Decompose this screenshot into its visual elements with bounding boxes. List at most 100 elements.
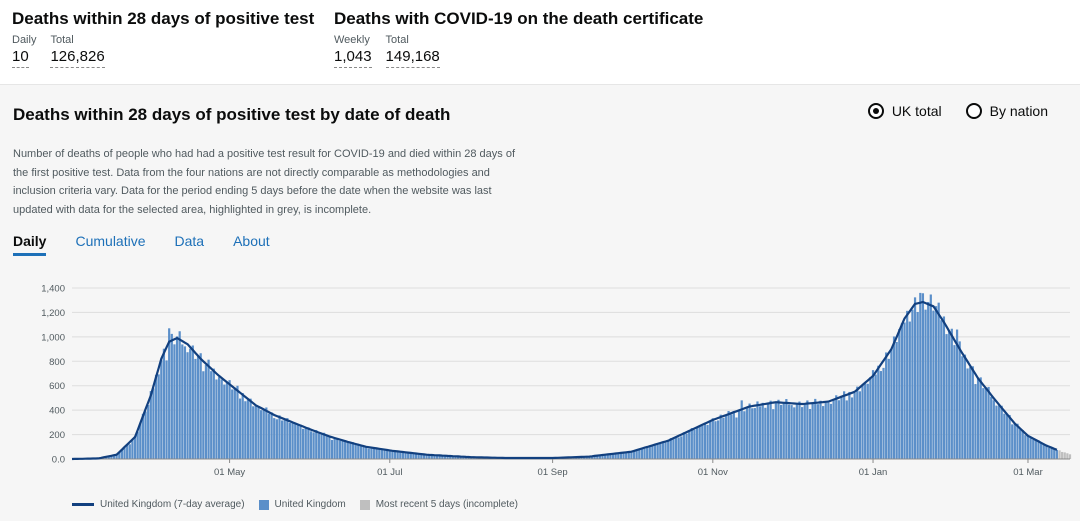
bar[interactable] bbox=[929, 294, 932, 459]
bar[interactable] bbox=[1034, 439, 1037, 459]
bar[interactable] bbox=[349, 443, 352, 459]
radio-uk-total[interactable]: UK total bbox=[867, 103, 942, 119]
bar[interactable] bbox=[299, 424, 302, 459]
bar[interactable] bbox=[1005, 414, 1009, 459]
bar[interactable] bbox=[840, 395, 843, 459]
bar[interactable] bbox=[585, 456, 588, 459]
bar[interactable] bbox=[375, 448, 378, 459]
bar[interactable] bbox=[435, 455, 439, 459]
bar[interactable] bbox=[843, 391, 846, 459]
bar[interactable] bbox=[719, 414, 722, 459]
bar[interactable] bbox=[740, 400, 743, 459]
bar[interactable] bbox=[1016, 423, 1019, 459]
bar[interactable] bbox=[383, 449, 386, 459]
bar[interactable] bbox=[958, 341, 961, 459]
bar[interactable] bbox=[391, 450, 394, 459]
bar[interactable] bbox=[688, 430, 691, 459]
bar[interactable] bbox=[270, 412, 273, 459]
bar[interactable] bbox=[420, 454, 423, 459]
bar[interactable] bbox=[386, 450, 389, 459]
bar[interactable] bbox=[942, 316, 946, 459]
bar[interactable] bbox=[196, 355, 200, 459]
bar[interactable] bbox=[281, 420, 284, 459]
bar[interactable] bbox=[913, 297, 917, 459]
bar[interactable] bbox=[120, 449, 124, 459]
bar[interactable] bbox=[801, 407, 804, 459]
bar[interactable] bbox=[871, 370, 875, 459]
metric-value[interactable]: 10 bbox=[12, 48, 29, 68]
bar[interactable] bbox=[795, 404, 798, 459]
metric-value[interactable]: 149,168 bbox=[385, 48, 440, 68]
bar[interactable] bbox=[338, 440, 341, 459]
bar[interactable] bbox=[806, 400, 809, 459]
bar[interactable] bbox=[966, 368, 969, 459]
bar[interactable] bbox=[388, 451, 391, 459]
bar[interactable] bbox=[1053, 449, 1056, 459]
bar[interactable] bbox=[320, 433, 323, 459]
bar[interactable] bbox=[879, 371, 883, 459]
bar[interactable] bbox=[656, 444, 659, 459]
bar[interactable] bbox=[627, 452, 630, 459]
bar[interactable] bbox=[333, 438, 336, 459]
bar[interactable] bbox=[822, 406, 825, 459]
bar[interactable] bbox=[976, 378, 980, 459]
bar[interactable] bbox=[835, 395, 838, 459]
bar[interactable] bbox=[748, 403, 751, 459]
bar[interactable] bbox=[409, 452, 412, 459]
bar[interactable] bbox=[969, 367, 972, 459]
bar[interactable] bbox=[330, 440, 334, 459]
bar[interactable] bbox=[128, 444, 131, 459]
bar[interactable] bbox=[766, 404, 770, 459]
bar[interactable] bbox=[596, 455, 599, 460]
bar[interactable] bbox=[824, 402, 827, 459]
bar[interactable] bbox=[367, 448, 370, 459]
bar[interactable] bbox=[661, 442, 665, 459]
bar[interactable] bbox=[136, 431, 139, 459]
bar[interactable] bbox=[695, 426, 699, 459]
bar[interactable] bbox=[667, 440, 670, 459]
bar[interactable] bbox=[443, 455, 447, 459]
bar[interactable] bbox=[751, 408, 754, 459]
tab-daily[interactable]: Daily bbox=[13, 232, 47, 256]
bar[interactable] bbox=[249, 398, 252, 459]
bar[interactable] bbox=[919, 292, 922, 459]
bar[interactable] bbox=[906, 310, 909, 459]
bar[interactable] bbox=[194, 358, 197, 459]
bar[interactable] bbox=[703, 422, 707, 459]
bar[interactable] bbox=[1047, 447, 1051, 459]
bar[interactable] bbox=[948, 331, 951, 459]
bar[interactable] bbox=[934, 306, 938, 459]
metric-total[interactable]: Total 126,826 bbox=[50, 34, 105, 68]
bar[interactable] bbox=[992, 400, 995, 459]
bar[interactable] bbox=[743, 411, 746, 459]
bar[interactable] bbox=[753, 408, 756, 459]
bar[interactable] bbox=[963, 354, 967, 459]
bar[interactable] bbox=[157, 374, 160, 459]
bar[interactable] bbox=[262, 408, 265, 459]
bar[interactable] bbox=[1003, 413, 1006, 459]
bar[interactable] bbox=[1019, 429, 1022, 459]
bar[interactable] bbox=[273, 418, 276, 459]
bar[interactable] bbox=[921, 293, 925, 459]
bar[interactable] bbox=[451, 456, 454, 459]
bar[interactable] bbox=[438, 455, 441, 459]
bar[interactable] bbox=[640, 447, 644, 459]
bar[interactable] bbox=[275, 419, 278, 459]
bar[interactable] bbox=[231, 389, 234, 459]
bar[interactable] bbox=[635, 450, 638, 459]
bar[interactable] bbox=[154, 374, 158, 459]
bar[interactable] bbox=[780, 404, 783, 459]
bar[interactable] bbox=[940, 320, 943, 459]
bar[interactable] bbox=[777, 399, 780, 459]
bar[interactable] bbox=[362, 446, 365, 459]
bar[interactable] bbox=[625, 452, 628, 459]
bar[interactable] bbox=[709, 421, 712, 459]
bar[interactable] bbox=[428, 454, 431, 459]
bar[interactable] bbox=[162, 348, 166, 459]
bar[interactable] bbox=[325, 436, 328, 459]
bar[interactable] bbox=[774, 402, 777, 459]
bar[interactable] bbox=[1050, 447, 1053, 459]
bar[interactable] bbox=[454, 456, 457, 459]
bar[interactable] bbox=[950, 328, 953, 459]
bar[interactable] bbox=[160, 360, 163, 459]
